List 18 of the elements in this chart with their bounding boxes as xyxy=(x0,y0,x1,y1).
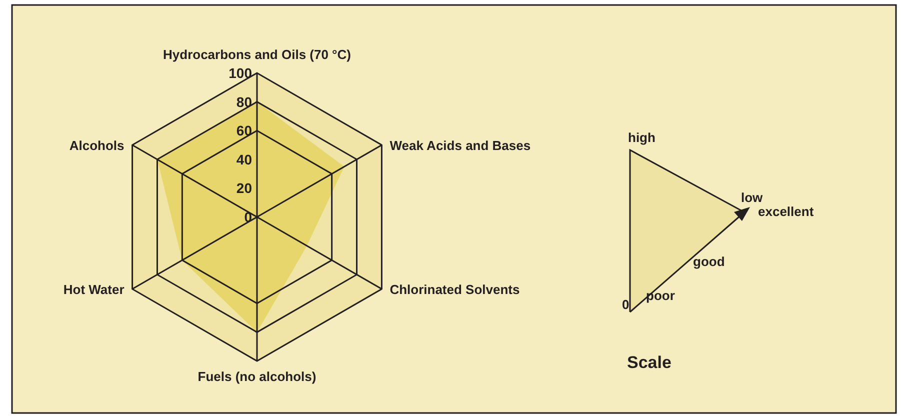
y-tick-label: 40 xyxy=(236,151,252,168)
spoke-label: Hot Water xyxy=(63,282,124,297)
y-tick-label: 100 xyxy=(228,65,252,81)
text: 0 xyxy=(622,297,630,312)
spoke-label: Hydrocarbons and Oils (70 °C) xyxy=(163,47,351,62)
spoke-label: Chlorinated Solvents xyxy=(390,282,520,297)
text: high xyxy=(628,130,656,145)
text: low xyxy=(741,190,764,205)
text: Scale xyxy=(627,353,672,372)
text: excellent xyxy=(758,204,814,219)
text: good xyxy=(693,254,725,269)
spoke-label: Weak Acids and Bases xyxy=(390,138,531,153)
y-tick-label: 60 xyxy=(236,122,252,139)
spoke-label: Alcohols xyxy=(69,138,124,153)
spoke-label: Fuels (no alcohols) xyxy=(198,369,316,384)
y-tick-label: 20 xyxy=(236,180,252,196)
text: poor xyxy=(646,288,675,303)
y-tick-label: 80 xyxy=(236,94,252,110)
